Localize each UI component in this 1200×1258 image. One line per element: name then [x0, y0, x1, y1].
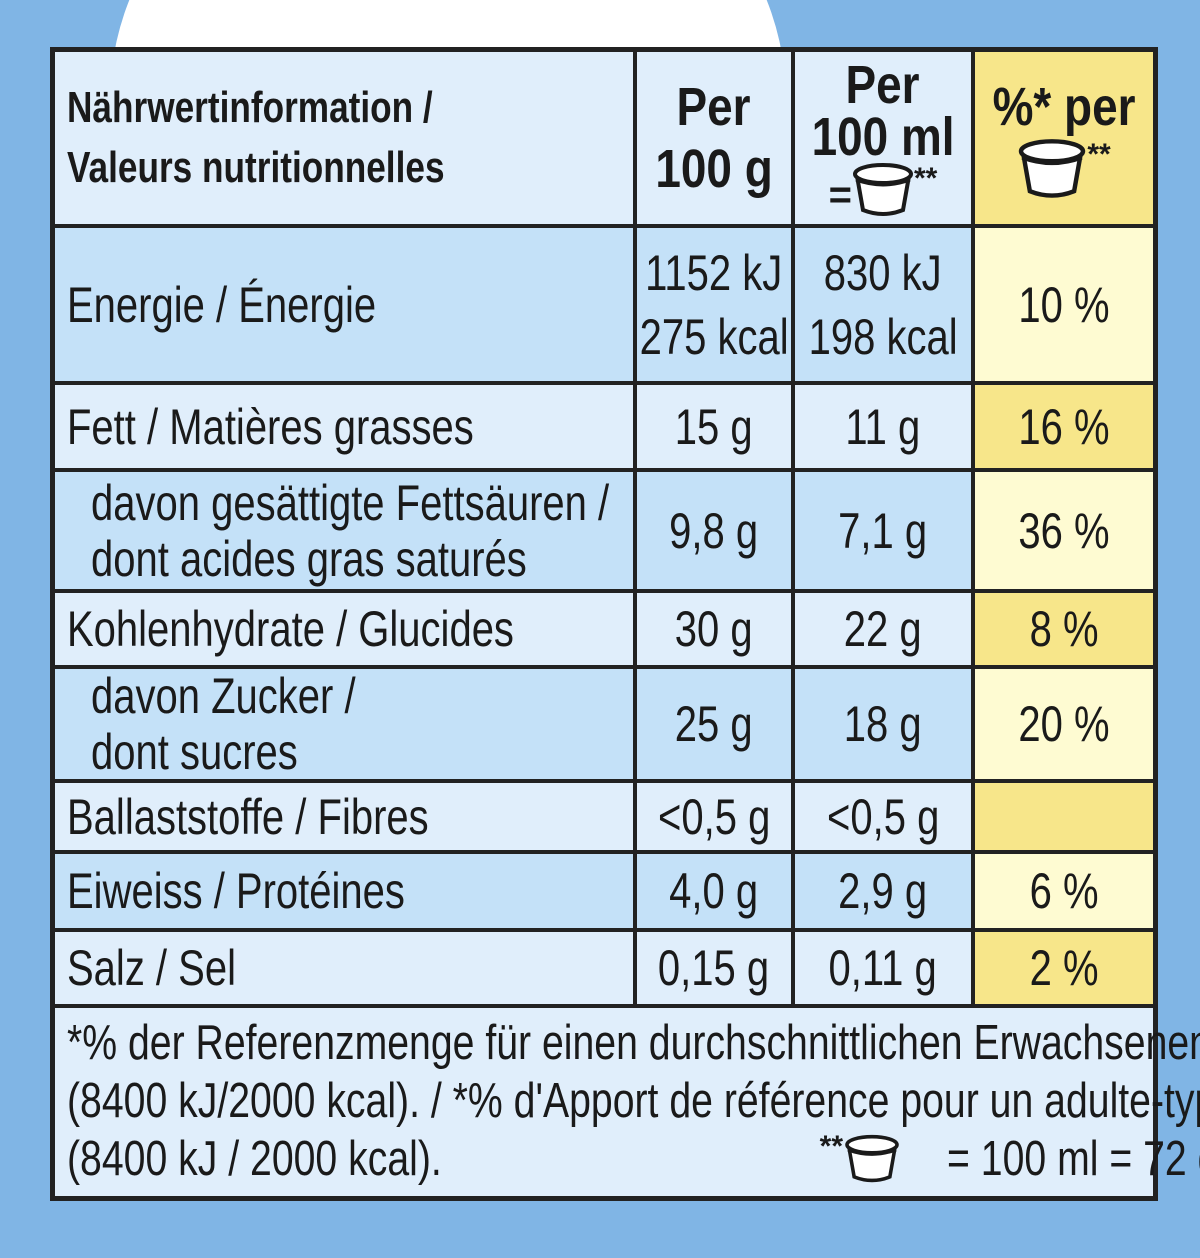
header-per-label: Per [676, 77, 752, 137]
value: 36 % [1018, 502, 1110, 559]
header-title-line2: Valeurs nutritionnelles [67, 143, 445, 192]
double-asterisk: ** [1087, 138, 1111, 171]
footnote: *% der Referenzmenge für einen durchschn… [55, 1008, 1200, 1196]
value: 275 kcal [639, 308, 789, 365]
value: 0,11 g [828, 940, 938, 996]
cell-per-100g: 4,0 g [637, 854, 791, 928]
cell-per-100ml: 0,11 g [795, 932, 971, 1004]
value: 2 % [1029, 940, 1099, 996]
row-label: Ballaststoffe / Fibres [55, 783, 633, 850]
header-percent-label: %* per [992, 77, 1136, 137]
value: <0,5 g [826, 788, 940, 845]
value: 4,0 g [669, 863, 759, 919]
portion-note: ** = 100 ml = 72 g [819, 1130, 1200, 1188]
cell-percent: 20 % [975, 669, 1153, 779]
value: 16 % [1018, 398, 1110, 455]
label-text: dont sucres [91, 724, 298, 779]
cell-per-100g: 0,15 g [637, 932, 791, 1004]
value: 0,15 g [658, 940, 770, 996]
cell-percent: 36 % [975, 472, 1153, 589]
label-text: Fett / Matières grasses [67, 398, 474, 455]
header-100g-label: 100 g [655, 139, 773, 199]
value: 830 kJ [824, 244, 942, 301]
cell-percent: 10 % [975, 228, 1153, 381]
label-text: Energie / Énergie [67, 276, 377, 333]
value: 18 g [844, 696, 922, 752]
value: 11 g [845, 398, 921, 455]
label-text: dont acides gras saturés [91, 530, 527, 587]
value: 22 g [844, 601, 922, 657]
equals-sign: = [828, 173, 852, 217]
header-per-label: Per [845, 55, 921, 115]
value: <0,5 g [657, 788, 771, 845]
header-percent: %* per ** [975, 52, 1153, 224]
double-asterisk: ** [914, 162, 938, 195]
portion-text: = 100 ml = 72 g [947, 1132, 1200, 1186]
cell-per-100g: 30 g [637, 593, 791, 665]
ice-cream-cup-icon [1019, 139, 1086, 198]
label-text: Eiweiss / Protéines [67, 863, 405, 919]
cell-per-100g: 15 g [637, 385, 791, 468]
label-text: davon Zucker / [91, 669, 356, 724]
cell-percent: 6 % [975, 854, 1153, 928]
header-100ml-label: 100 ml [811, 107, 955, 167]
cell-per-100g: 1152 kJ 275 kcal [637, 228, 791, 381]
cell-percent: 2 % [975, 932, 1153, 1004]
header-title-line1: Nährwertinformation / [67, 83, 433, 132]
row-label: Energie / Énergie [55, 228, 633, 381]
cell-per-100g: <0,5 g [637, 783, 791, 850]
value: 8 % [1029, 601, 1099, 657]
value: 7,1 g [838, 502, 928, 559]
value: 30 g [675, 601, 753, 657]
label-text: Kohlenhydrate / Glucides [67, 601, 514, 657]
row-label: Kohlenhydrate / Glucides [55, 593, 633, 665]
header-per-100g: Per 100 g [637, 52, 791, 224]
footnote-line: (8400 kJ/2000 kcal). / *% d'Apport de ré… [67, 1074, 1200, 1128]
value: 15 g [675, 398, 753, 455]
row-label: davon gesättigte Fettsäuren / dont acides… [55, 472, 633, 589]
cell-per-100ml: 7,1 g [795, 472, 971, 589]
header-title-cell: Nährwertinformation / Valeurs nutritionn… [55, 52, 633, 224]
nutrition-table: Nährwertinformation / Valeurs nutritionn… [50, 47, 1200, 1201]
label-text: davon gesättigte Fettsäuren / [91, 474, 610, 531]
value: 10 % [1018, 276, 1110, 333]
cell-percent: 16 % [975, 385, 1153, 468]
row-label: Salz / Sel [55, 932, 633, 1004]
value: 198 kcal [808, 308, 958, 365]
cell-per-100ml: 11 g [795, 385, 971, 468]
cell-percent [975, 783, 1153, 850]
cell-per-100ml: 2,9 g [795, 854, 971, 928]
footnote-line: *% der Referenzmenge für einen durchschn… [67, 1016, 1200, 1070]
value: 25 g [675, 696, 753, 752]
value: 9,8 g [669, 502, 759, 559]
row-label: davon Zucker / dont sucres [55, 669, 633, 779]
row-label: Fett / Matières grasses [55, 385, 633, 468]
ice-cream-cup-icon [845, 1134, 899, 1183]
double-asterisk: ** [819, 1130, 843, 1163]
header-per-100ml: Per 100 ml = ** [795, 52, 971, 224]
cell-per-100g: 9,8 g [637, 472, 791, 589]
row-label: Eiweiss / Protéines [55, 854, 633, 928]
value: 20 % [1018, 696, 1110, 752]
cell-percent: 8 % [975, 593, 1153, 665]
cell-per-100g: 25 g [637, 669, 791, 779]
label-text: Salz / Sel [67, 940, 236, 996]
value: 2,9 g [838, 863, 928, 919]
footnote-line: (8400 kJ / 2000 kcal). [67, 1132, 442, 1186]
cell-per-100ml: 22 g [795, 593, 971, 665]
cell-per-100ml: 18 g [795, 669, 971, 779]
value: 6 % [1029, 863, 1099, 919]
cell-per-100ml: 830 kJ 198 kcal [795, 228, 971, 381]
value: 1152 kJ [645, 244, 783, 301]
cell-per-100ml: <0,5 g [795, 783, 971, 850]
ice-cream-cup-icon [853, 163, 913, 216]
label-text: Ballaststoffe / Fibres [67, 788, 429, 845]
